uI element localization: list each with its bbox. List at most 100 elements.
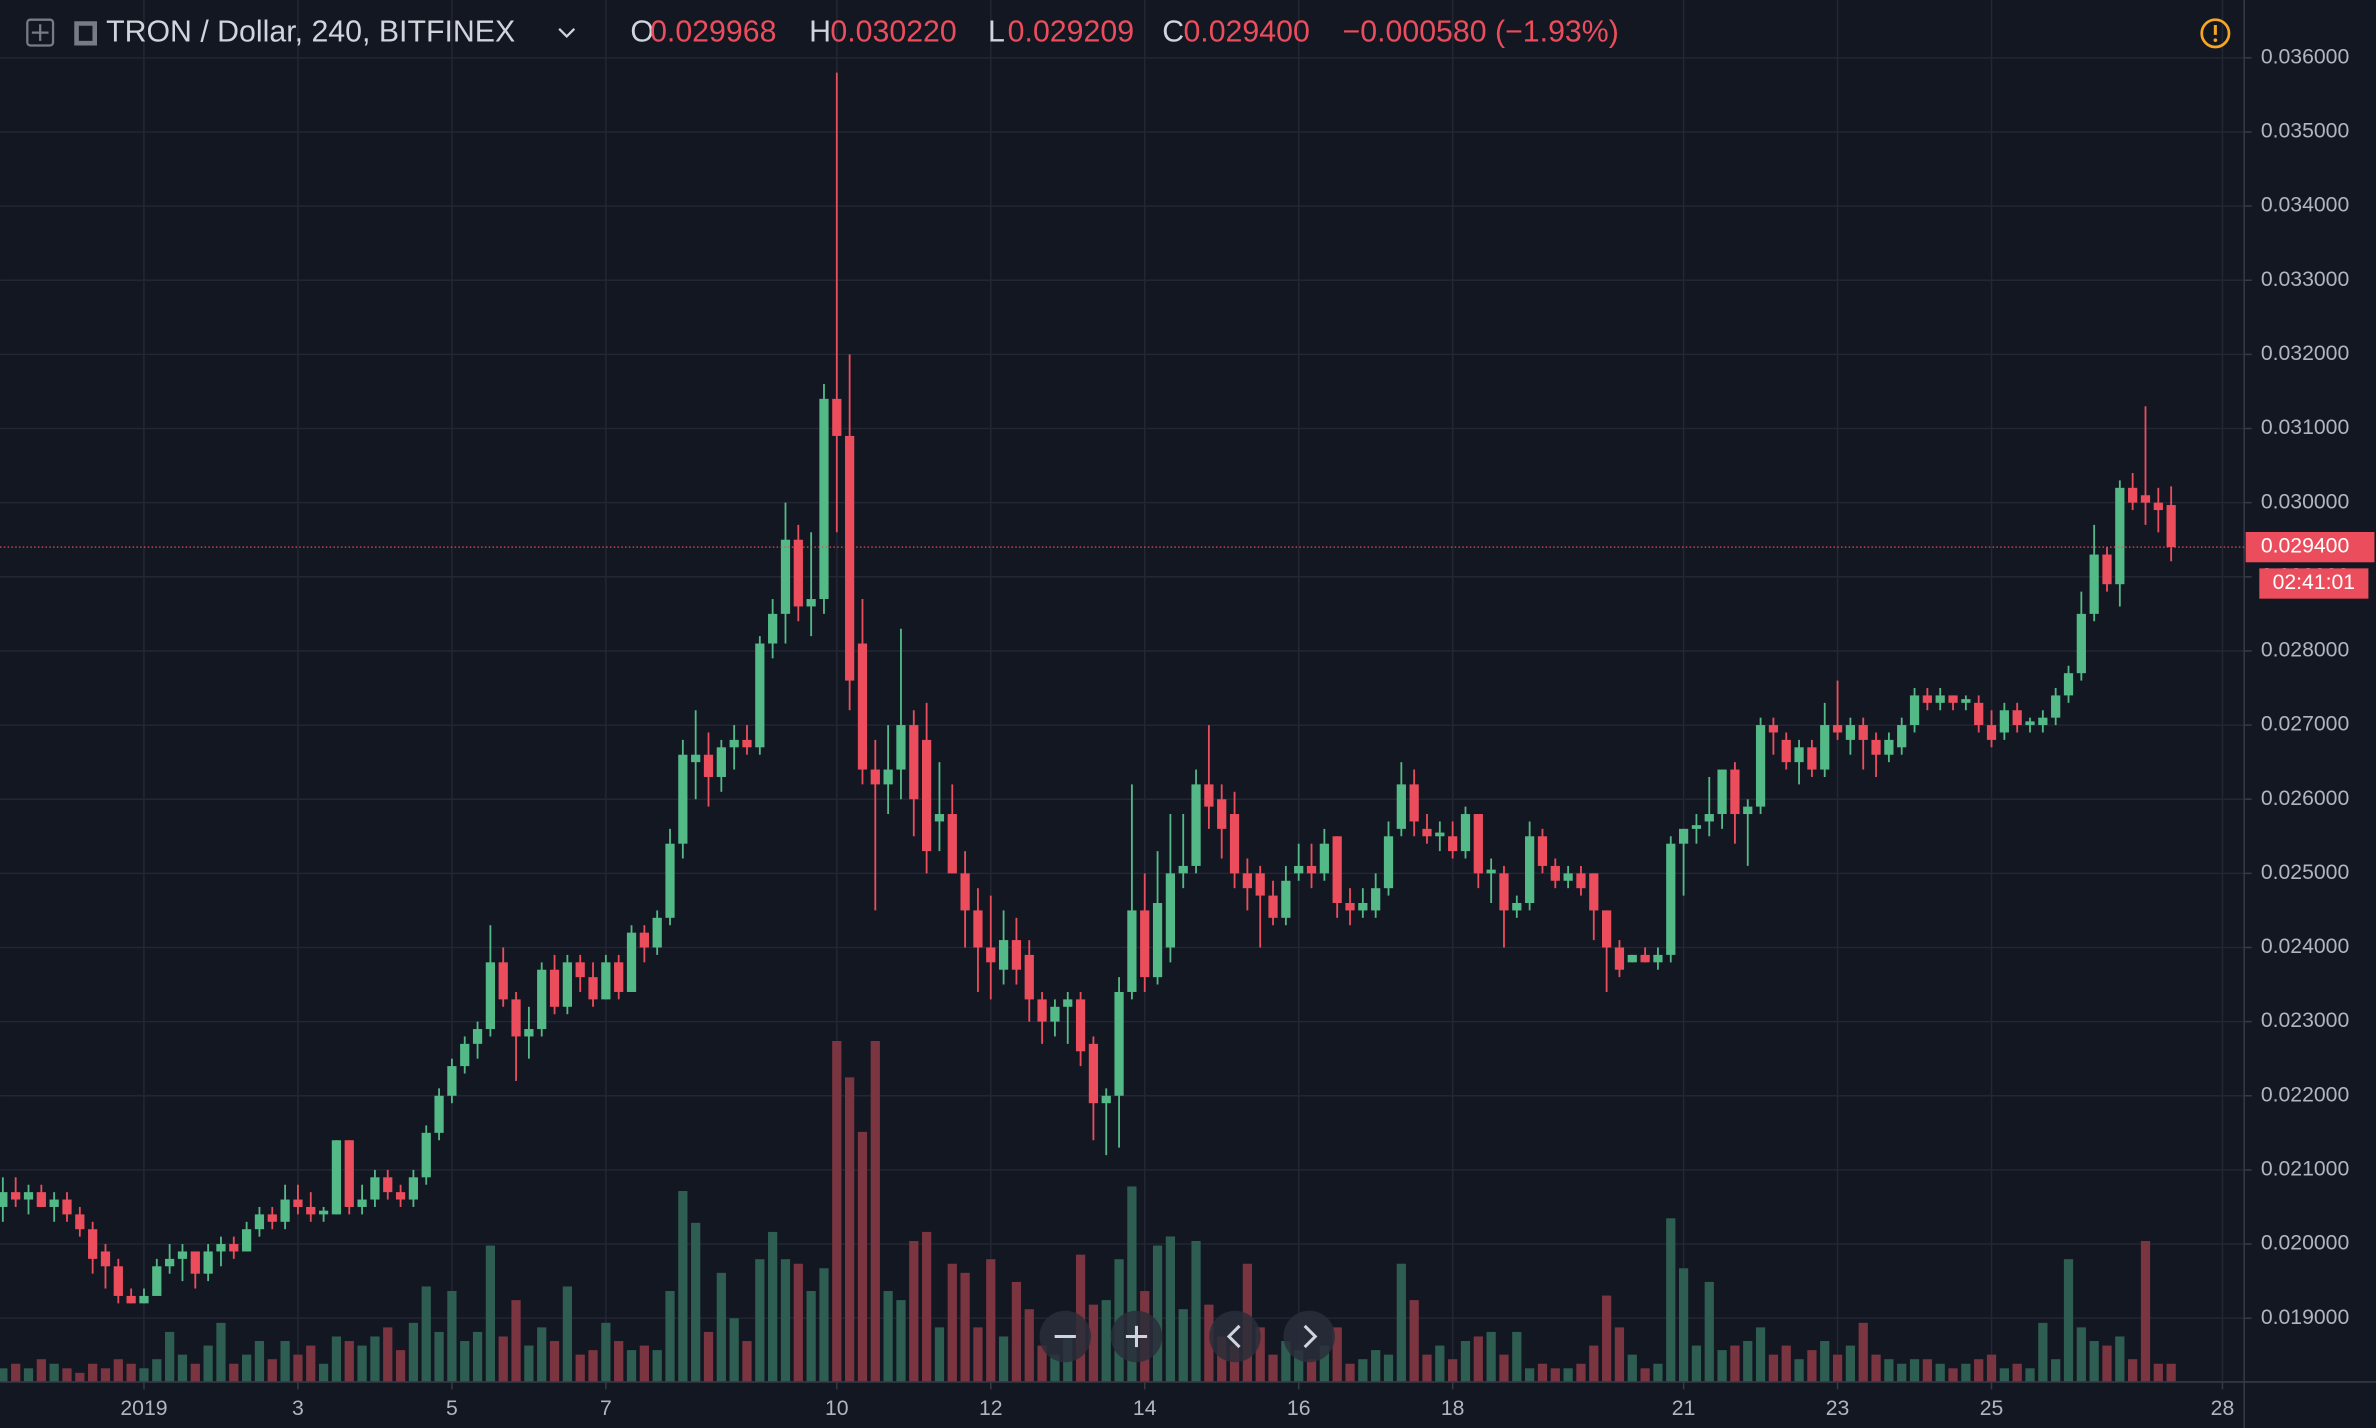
candle-body [780, 539, 791, 614]
volume-bar [549, 1341, 560, 1382]
candle-body [139, 1295, 149, 1304]
x-tick-label: 18 [1441, 1397, 1465, 1420]
candle-body [1409, 784, 1419, 822]
candle-body [1730, 769, 1740, 815]
volume-bar [1614, 1327, 1625, 1382]
x-tick-label: 25 [1980, 1397, 2004, 1420]
candle-body [806, 599, 816, 607]
candle-body [1268, 895, 1278, 918]
candle-body [1422, 828, 1432, 837]
volume-bar [1743, 1341, 1753, 1382]
volume-bar [845, 1077, 855, 1382]
volume-bar [1178, 1309, 1188, 1382]
candle-body [1165, 873, 1176, 948]
candle-body [2140, 495, 2151, 503]
volume-bar [1691, 1345, 1702, 1382]
warning-icon[interactable] [2200, 18, 2231, 49]
collapse-icon[interactable] [26, 18, 55, 47]
close-label: C [1162, 15, 1184, 48]
candle-body [524, 1029, 534, 1037]
y-tick-label: 0.020000 [2261, 1232, 2349, 1255]
candle-body [2025, 721, 2035, 726]
candle-body [678, 754, 688, 844]
volume-bar [614, 1341, 624, 1382]
candle-body [934, 814, 945, 822]
x-tick-label: 2019 [120, 1397, 167, 1420]
volume-bar [408, 1322, 419, 1382]
candle-body [1961, 699, 1971, 703]
volume-bar [691, 1222, 701, 1382]
candle-body [1499, 873, 1509, 911]
volume-bar [1922, 1359, 1932, 1382]
x-tick-label: 28 [2211, 1397, 2235, 1420]
candle-body [755, 643, 765, 748]
candle-body [177, 1251, 188, 1259]
candle-body [1999, 710, 2009, 733]
candle-body [1589, 873, 1599, 911]
scroll-right-button[interactable] [1283, 1310, 1335, 1363]
candle-body [947, 814, 957, 874]
candle-body [1974, 702, 1984, 726]
candle-body [1204, 784, 1214, 807]
candle-body [1396, 784, 1406, 829]
candle-body [1217, 799, 1227, 829]
volume-bar [2102, 1345, 2112, 1382]
volume-bar [1255, 1327, 1265, 1382]
candle-body [498, 962, 508, 1000]
volume-bar [357, 1345, 367, 1382]
candle-body [2012, 710, 2022, 726]
volume-bar [1127, 1186, 1137, 1382]
candle-body [1512, 903, 1522, 911]
candle-body [857, 643, 868, 770]
candle-body [1858, 725, 1868, 740]
candle-body [306, 1206, 316, 1215]
symbol-title[interactable]: TRON / Dollar, 240, BITFINEX [106, 15, 515, 48]
warning-circle[interactable] [2200, 18, 2231, 49]
candle-body [1306, 865, 1317, 874]
volume-bar [1460, 1341, 1471, 1382]
candle-body [2166, 505, 2176, 548]
volume-bar [793, 1263, 803, 1382]
volume-bar [1473, 1336, 1483, 1382]
y-tick-label: 0.025000 [2261, 861, 2349, 884]
volume-bar [1768, 1354, 1779, 1382]
candle-body [23, 1192, 34, 1200]
volume-bar [806, 1291, 816, 1382]
candle-body [691, 754, 701, 763]
volume-bar [2089, 1341, 2099, 1382]
volume-bar [1294, 1350, 1304, 1382]
volume-bar [1948, 1368, 1958, 1382]
scroll-left-button[interactable] [1209, 1310, 1261, 1363]
volume-bar [1319, 1345, 1329, 1382]
y-tick-label: 0.031000 [2261, 416, 2349, 439]
candle-body [370, 1177, 380, 1200]
volume-bar [2115, 1336, 2125, 1382]
countdown-tag [2259, 568, 2369, 599]
candle-body [1832, 725, 1843, 733]
candle-body [1114, 991, 1124, 1096]
candle-body [1473, 814, 1483, 874]
candle-body [986, 947, 996, 963]
candle-body [229, 1244, 239, 1252]
volume-bar [1589, 1345, 1599, 1382]
low-value: 0.029209 [1008, 15, 1134, 48]
candle-body [1255, 873, 1265, 896]
candle-body [729, 739, 739, 748]
candle-body [1242, 873, 1252, 889]
candle-body [113, 1266, 123, 1296]
volume-bar [870, 1040, 880, 1382]
volume-bar [1268, 1354, 1278, 1382]
y-tick-label: 0.024000 [2261, 935, 2349, 958]
candle-body [1935, 695, 1945, 703]
volume-bar [1653, 1363, 1663, 1382]
candle-body [1845, 725, 1856, 740]
candle-body [1666, 843, 1676, 955]
last-price-label: 0.029400 [2261, 535, 2349, 558]
symbol-dropdown[interactable] [558, 27, 576, 38]
candle-body [280, 1199, 290, 1222]
legend-icons[interactable] [26, 18, 97, 47]
volume-bar [370, 1336, 380, 1382]
candle-body [1371, 888, 1381, 911]
candle-body [2063, 673, 2074, 696]
